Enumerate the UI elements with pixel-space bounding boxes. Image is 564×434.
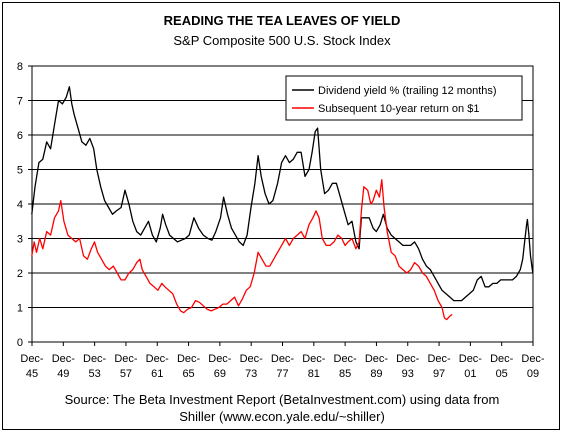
x-tick-label-bottom-49: 49 <box>57 368 69 380</box>
y-tick-label-5: 5 <box>17 165 23 177</box>
x-tick-label-bottom-45: 45 <box>26 368 38 380</box>
x-tick-label-top-77: Dec- <box>271 353 295 365</box>
grid-lines <box>32 100 533 308</box>
x-tick-label-bottom-89: 89 <box>370 368 382 380</box>
x-tick-label-bottom-73: 73 <box>245 368 257 380</box>
x-tick-label-bottom-65: 65 <box>182 368 194 380</box>
series-lines <box>31 86 534 321</box>
x-tick-label-bottom-57: 57 <box>120 368 132 380</box>
x-tick-label-top-49: Dec- <box>52 353 76 365</box>
dividend-yield-line <box>31 86 534 302</box>
chart-frame <box>2 2 560 430</box>
y-tick-label-2: 2 <box>17 268 23 280</box>
x-tick-label-bottom-01: 01 <box>464 368 476 380</box>
x-tick-label-top-89: Dec- <box>365 353 389 365</box>
legend-label-0: Dividend yield % (trailing 12 months) <box>318 85 497 97</box>
x-tick-label-bottom-53: 53 <box>89 368 101 380</box>
x-tick-label-bottom-93: 93 <box>402 368 414 380</box>
x-tick-label-bottom-09: 09 <box>527 368 539 380</box>
x-tick-label-bottom-05: 05 <box>496 368 508 380</box>
legend-label-1: Subsequent 10-year return on $1 <box>318 103 479 115</box>
source-note-line-2: Shiller (www.econ.yale.edu/~shiller) <box>179 409 385 424</box>
y-axis-ticks: 0 1 2 3 4 5 6 7 8 <box>17 61 32 349</box>
x-tick-label-top-69: Dec- <box>208 353 232 365</box>
legend-box <box>285 75 523 121</box>
y-tick-label-7: 7 <box>17 96 23 108</box>
chart-subtitle: S&P Composite 500 U.S. Stock Index <box>173 33 391 48</box>
x-tick-label-bottom-77: 77 <box>276 368 288 380</box>
chart-title: READING THE TEA LEAVES OF YIELD <box>163 13 401 28</box>
x-tick-label-top-73: Dec- <box>240 353 264 365</box>
x-tick-label-bottom-61: 61 <box>151 368 163 380</box>
y-tick-label-3: 3 <box>17 234 23 246</box>
x-tick-label-top-81: Dec- <box>302 353 326 365</box>
y-tick-label-8: 8 <box>17 61 23 73</box>
y-tick-label-1: 1 <box>17 303 23 315</box>
x-tick-label-top-45: Dec- <box>20 353 44 365</box>
y-tick-label-4: 4 <box>17 199 23 211</box>
x-tick-label-top-09: Dec- <box>521 353 545 365</box>
x-tick-label-top-97: Dec- <box>427 353 451 365</box>
ten-year-return-line <box>31 179 453 321</box>
x-tick-label-top-53: Dec- <box>83 353 107 365</box>
x-tick-label-bottom-69: 69 <box>214 368 226 380</box>
x-tick-label-top-01: Dec- <box>459 353 483 365</box>
x-axis-ticks: Dec- 45 Dec- 49 Dec- 53 Dec- 57 Dec- 61 Dec- 65 Dec-… <box>20 342 545 380</box>
x-tick-label-bottom-97: 97 <box>433 368 445 380</box>
y-tick-label-6: 6 <box>17 130 23 142</box>
x-tick-label-top-93: Dec- <box>396 353 420 365</box>
y-tick-label-0: 0 <box>17 337 23 349</box>
x-tick-label-bottom-81: 81 <box>308 368 320 380</box>
x-tick-label-top-65: Dec- <box>177 353 201 365</box>
legend: Dividend yield % (trailing 12 months) Sub… <box>285 75 523 121</box>
x-tick-label-top-57: Dec- <box>114 353 138 365</box>
x-tick-label-top-85: Dec- <box>334 353 358 365</box>
source-note-line-1: Source: The Beta Investment Report (Beta… <box>64 392 500 407</box>
x-tick-label-top-61: Dec- <box>146 353 170 365</box>
x-tick-label-top-05: Dec- <box>490 353 514 365</box>
x-tick-label-bottom-85: 85 <box>339 368 351 380</box>
